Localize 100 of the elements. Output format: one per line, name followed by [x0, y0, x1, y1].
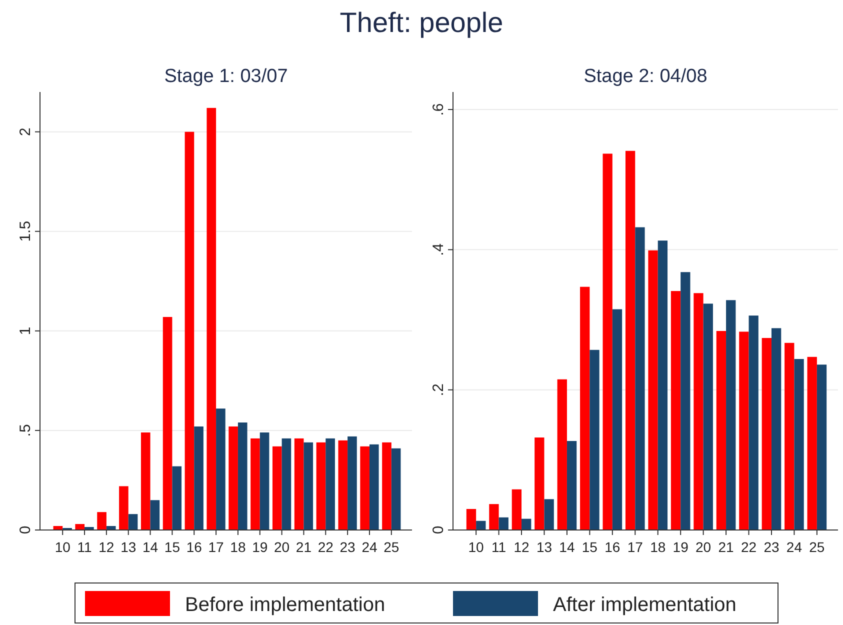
chart-subtitle: Stage 1: 03/07 [164, 66, 288, 87]
bar [784, 342, 794, 530]
bar [590, 350, 600, 530]
bar [260, 432, 270, 530]
x-tick-label: 12 [514, 539, 530, 555]
bar [566, 441, 577, 530]
x-tick-label: 14 [142, 539, 158, 555]
x-tick-label: 22 [740, 539, 757, 555]
bar [348, 436, 357, 530]
x-tick-label: 23 [340, 539, 356, 555]
bar [282, 438, 292, 530]
x-tick-label: 10 [468, 539, 484, 555]
y-tick-label: 0 [17, 526, 34, 534]
y-tick-label: 0 [430, 526, 447, 534]
x-tick-label: 24 [362, 539, 378, 555]
bar [703, 304, 713, 530]
y-tick-label: .6 [430, 103, 447, 116]
bar [162, 316, 172, 530]
x-tick-label: 13 [120, 539, 136, 555]
y-tick-label: .5 [17, 424, 34, 437]
x-tick-label: 21 [718, 539, 734, 555]
x-tick-label: 18 [230, 539, 246, 555]
bar [140, 432, 150, 530]
text: Theft: people [340, 7, 504, 38]
bar [739, 332, 749, 530]
bar [97, 512, 106, 530]
x-tick-label: 19 [252, 539, 268, 555]
x-tick-label: 21 [296, 539, 312, 555]
bar [360, 446, 370, 530]
x-tick-label: 13 [536, 539, 552, 555]
x-tick-label: 19 [672, 539, 689, 555]
x-tick-label: 15 [164, 539, 180, 555]
y-tick-label: 2 [17, 128, 34, 136]
x-tick-label: 18 [650, 539, 666, 555]
y-tick-label: 1.5 [17, 220, 34, 242]
legend-label: Before implementation [185, 594, 386, 616]
x-tick-label: 17 [208, 539, 224, 555]
bar [466, 508, 476, 530]
bar [206, 108, 216, 530]
x-tick-label: 11 [77, 539, 92, 555]
y-tick-label: 1 [17, 326, 34, 336]
x-tick-label: 12 [98, 539, 114, 555]
bar [762, 338, 772, 530]
bar [382, 442, 392, 530]
bar [694, 293, 704, 530]
bar [75, 524, 85, 530]
y-tick-label: .2 [430, 384, 447, 396]
bar [534, 437, 544, 530]
chart-subtitle: Stage 2: 04/08 [584, 66, 708, 87]
x-tick-label: 11 [492, 539, 506, 555]
bar [512, 489, 522, 530]
bar [391, 448, 401, 530]
bar [238, 422, 248, 530]
bar [680, 272, 690, 530]
bar [272, 446, 282, 530]
bar [316, 442, 326, 530]
bar [326, 438, 335, 530]
y-tick-label: .4 [430, 243, 447, 256]
bar [106, 526, 116, 530]
bar [294, 438, 304, 530]
bar [489, 504, 499, 530]
bar [338, 440, 348, 530]
x-tick-label: 20 [274, 539, 290, 555]
x-tick-label: 15 [582, 539, 598, 555]
x-tick-label: 10 [54, 539, 71, 555]
bar [128, 514, 138, 530]
x-tick-label: 17 [627, 539, 644, 555]
bar [670, 291, 681, 530]
legend-label: After implementation [553, 594, 736, 616]
bar [250, 438, 260, 530]
x-tick-label: 23 [764, 539, 780, 555]
bar [522, 518, 532, 530]
x-tick-label: 25 [384, 539, 400, 555]
bar [726, 300, 736, 530]
bar [635, 227, 645, 530]
bar [648, 250, 658, 530]
bar [476, 520, 486, 530]
bar [544, 499, 554, 530]
bar [794, 359, 804, 530]
x-tick-label: 16 [186, 539, 202, 555]
bar [716, 330, 726, 530]
x-tick-label: 24 [786, 539, 802, 555]
bar [771, 328, 782, 530]
x-tick-label: 20 [696, 539, 712, 555]
bar [304, 442, 314, 530]
bar [216, 408, 226, 530]
bar [498, 517, 508, 530]
bar [612, 309, 622, 530]
bar [172, 466, 182, 530]
x-tick-label: 14 [559, 539, 575, 555]
bar [602, 154, 612, 530]
x-tick-label: 22 [318, 539, 334, 555]
bar [557, 379, 567, 530]
bar [184, 132, 194, 530]
bar [816, 364, 827, 530]
bar [807, 356, 817, 530]
x-tick-label: 25 [809, 539, 825, 555]
bar [580, 286, 590, 530]
bar [369, 444, 379, 530]
bar [228, 426, 238, 530]
